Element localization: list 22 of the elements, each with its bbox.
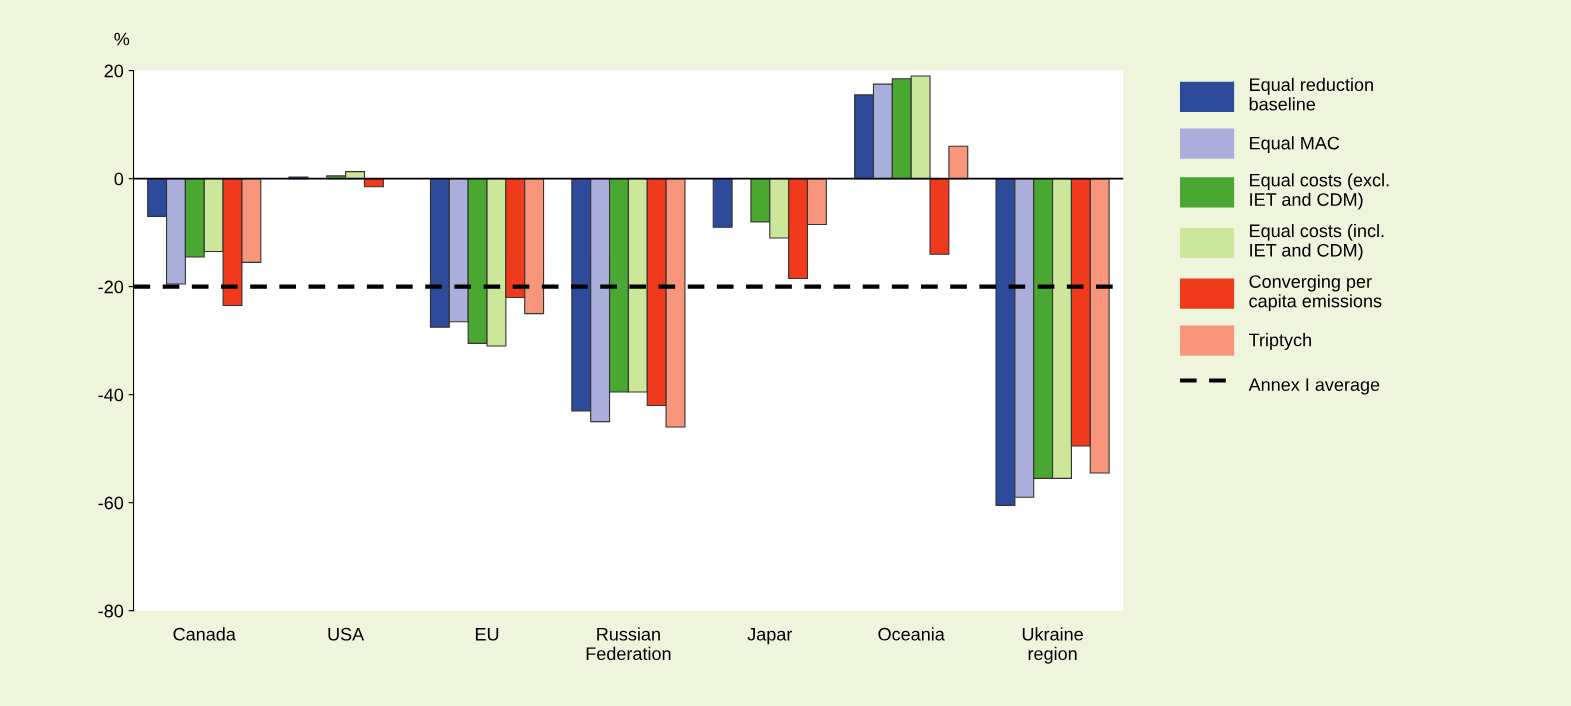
x-tick-label: Canada	[173, 627, 236, 641]
x-tick-label: USA	[328, 627, 365, 641]
x-tick-label: EU	[475, 628, 499, 641]
y-tick-label: -20	[98, 280, 124, 294]
legend-label: Equal MAC	[1250, 136, 1340, 154]
y-tick-label: 20	[104, 64, 124, 78]
legend-label: Equal costs (excl. IET and CDM)	[1250, 173, 1389, 210]
legend-label: Converging per capita emissions	[1249, 274, 1382, 311]
x-tick-label: Oceania	[878, 627, 945, 641]
x-tick-label: Russian Federation	[586, 627, 671, 661]
bar	[712, 178, 733, 228]
x-tick-label: Ukraine region	[1022, 627, 1083, 664]
y-tick-label: -40	[98, 388, 124, 402]
y-tick-label: -80	[98, 604, 124, 618]
y-tick-label: -60	[98, 496, 124, 510]
y-tick-label: 0	[114, 172, 124, 186]
x-tick-label: Japar	[747, 628, 793, 645]
legend-label: Equal reduction baseline	[1249, 77, 1373, 111]
legend-label: Annex I average	[1248, 378, 1380, 395]
y-axis-title: %	[114, 32, 130, 46]
legend-label: Triptych	[1248, 333, 1311, 350]
legend-label: Equal costs (incl. IET and CDM)	[1250, 223, 1384, 261]
